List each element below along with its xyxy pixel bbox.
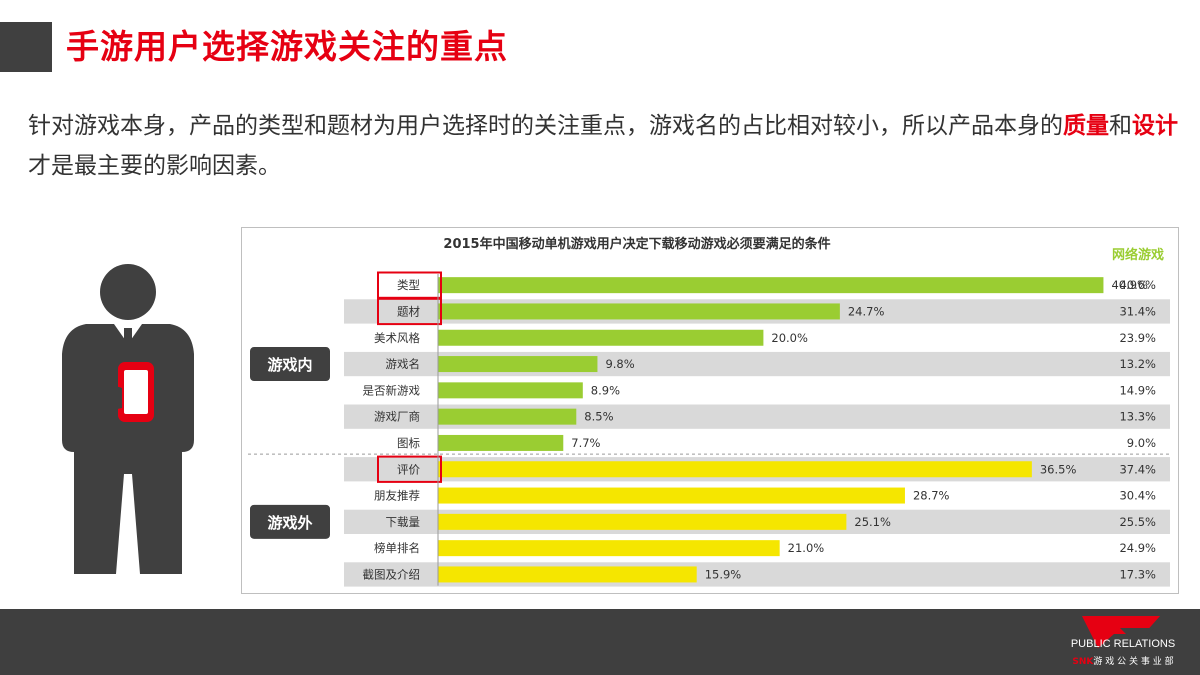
bar-value-label: 15.9%: [705, 567, 742, 581]
bar: [438, 566, 697, 583]
bar: [438, 408, 577, 425]
category-label: 朋友推荐: [374, 489, 420, 503]
footer-brand-text: PUBLIC RELATIONS: [1070, 638, 1176, 650]
online-value-label: 9.0%: [1127, 436, 1156, 450]
bar: [438, 434, 564, 451]
bar-value-label: 7.7%: [571, 436, 600, 450]
bar: [438, 461, 1032, 478]
bar-value-label: 40.9%: [1111, 278, 1148, 292]
bar: [438, 382, 583, 399]
bar-value-label: 8.9%: [591, 383, 620, 397]
bar: [438, 356, 598, 373]
bar-value-label: 21.0%: [788, 541, 825, 555]
category-label: 游戏厂商: [374, 410, 420, 424]
highlight-box: [377, 297, 442, 326]
intro-highlight-quality: 质量: [1063, 113, 1109, 139]
highlight-box: [377, 455, 442, 483]
intro-part-1: 针对游戏本身，产品的类型和题材为用户选择时的关注重点，游戏名的占比相对较小，所以…: [28, 113, 1063, 139]
bar: [438, 303, 840, 320]
online-value-label: 17.3%: [1119, 567, 1156, 581]
online-value-label: 30.4%: [1119, 489, 1156, 503]
category-label: 下载量: [386, 515, 421, 529]
category-label: 图标: [397, 436, 420, 450]
businessman-with-phone-icon: [62, 264, 194, 574]
intro-part-3: 才是最主要的影响因素。: [28, 153, 281, 179]
group-label: 游戏外: [267, 514, 312, 532]
bar-value-label: 28.7%: [913, 489, 950, 503]
bar-value-label: 25.1%: [854, 515, 891, 529]
title-accent-bar: [0, 22, 52, 72]
footer-division-text: 游 戏 公 关 事 业 部: [1093, 657, 1174, 667]
group-label: 游戏内: [267, 356, 312, 374]
bar-value-label: 9.8%: [605, 357, 634, 371]
online-value-label: 25.5%: [1119, 515, 1156, 529]
category-label: 榜单排名: [374, 541, 420, 555]
online-value-label: 13.3%: [1119, 410, 1156, 424]
bar: [438, 487, 905, 504]
online-value-label: 13.2%: [1119, 357, 1156, 371]
category-label: 是否新游戏: [363, 383, 421, 397]
chart-panel: 2015年中国移动单机游戏用户决定下载移动游戏必须要满足的条件网络游戏类型 40.…: [241, 227, 1179, 594]
category-label: 题材: [397, 304, 420, 318]
chart-title: 2015年中国移动单机游戏用户决定下载移动游戏必须要满足的条件: [443, 236, 830, 252]
intro-text: 针对游戏本身，产品的类型和题材为用户选择时的关注重点，游戏名的占比相对较小，所以…: [28, 106, 1178, 186]
company-logo-icon: [1082, 616, 1160, 648]
footer-bar: [0, 609, 1200, 675]
footer-sub-text: SNK游 戏 公 关 事 业 部: [1058, 654, 1188, 667]
slide-title: 手游用户选择游戏关注的重点: [66, 27, 508, 66]
bar: [438, 277, 1104, 294]
online-value-label: 14.9%: [1119, 383, 1156, 397]
intro-part-2: 和: [1109, 113, 1132, 139]
bar-value-label: 36.5%: [1040, 462, 1077, 476]
footer-snk-text: SNK: [1072, 657, 1094, 667]
category-label: 截图及介绍: [363, 567, 421, 581]
bar-value-label: 8.5%: [584, 410, 613, 424]
bar-value-label: 20.0%: [771, 331, 808, 345]
online-value-label: 37.4%: [1119, 462, 1156, 476]
online-value-label: 31.4%: [1119, 304, 1156, 318]
bar: [438, 540, 780, 557]
category-label: 游戏名: [386, 357, 421, 371]
category-label: 评价: [397, 462, 420, 476]
group-label-box: [250, 347, 330, 382]
online-value-label: 24.9%: [1119, 541, 1156, 555]
bar-value-label: 24.7%: [848, 304, 885, 318]
comparison-column-header: 网络游戏: [1112, 247, 1164, 263]
group-label-box: [250, 504, 330, 539]
category-label: 类型: [397, 278, 420, 292]
bar: [438, 513, 847, 530]
online-value-label: 40.6%: [1119, 278, 1156, 292]
online-value-label: 23.9%: [1119, 331, 1156, 345]
category-label: 美术风格: [374, 331, 420, 345]
highlight-box: [377, 271, 442, 299]
intro-highlight-design: 设计: [1132, 113, 1178, 139]
bar: [438, 329, 764, 346]
